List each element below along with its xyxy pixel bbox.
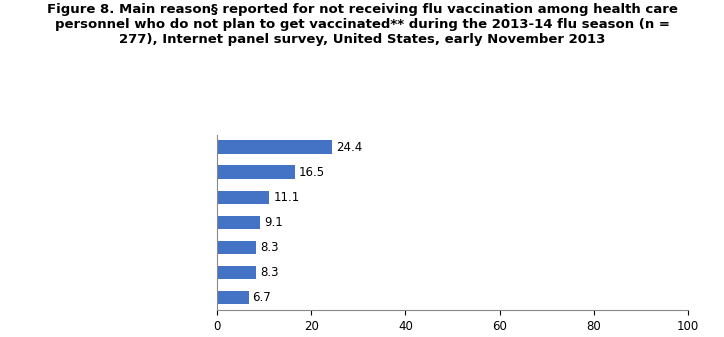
Text: 6.7: 6.7 [253, 291, 272, 304]
Bar [217, 290, 249, 304]
Text: 8.3: 8.3 [260, 266, 279, 279]
Text: 9.1: 9.1 [264, 216, 282, 229]
Text: 16.5: 16.5 [298, 166, 325, 179]
Bar [217, 216, 260, 229]
Bar [217, 266, 256, 279]
Text: Figure 8. Main reason§ reported for not receiving flu vaccination among health c: Figure 8. Main reason§ reported for not … [46, 3, 678, 47]
Bar [217, 165, 295, 179]
Bar [217, 241, 256, 254]
Text: 11.1: 11.1 [273, 191, 300, 204]
Text: 24.4: 24.4 [336, 141, 362, 154]
Bar [217, 141, 332, 154]
Text: 8.3: 8.3 [260, 241, 279, 254]
Bar [217, 190, 269, 204]
